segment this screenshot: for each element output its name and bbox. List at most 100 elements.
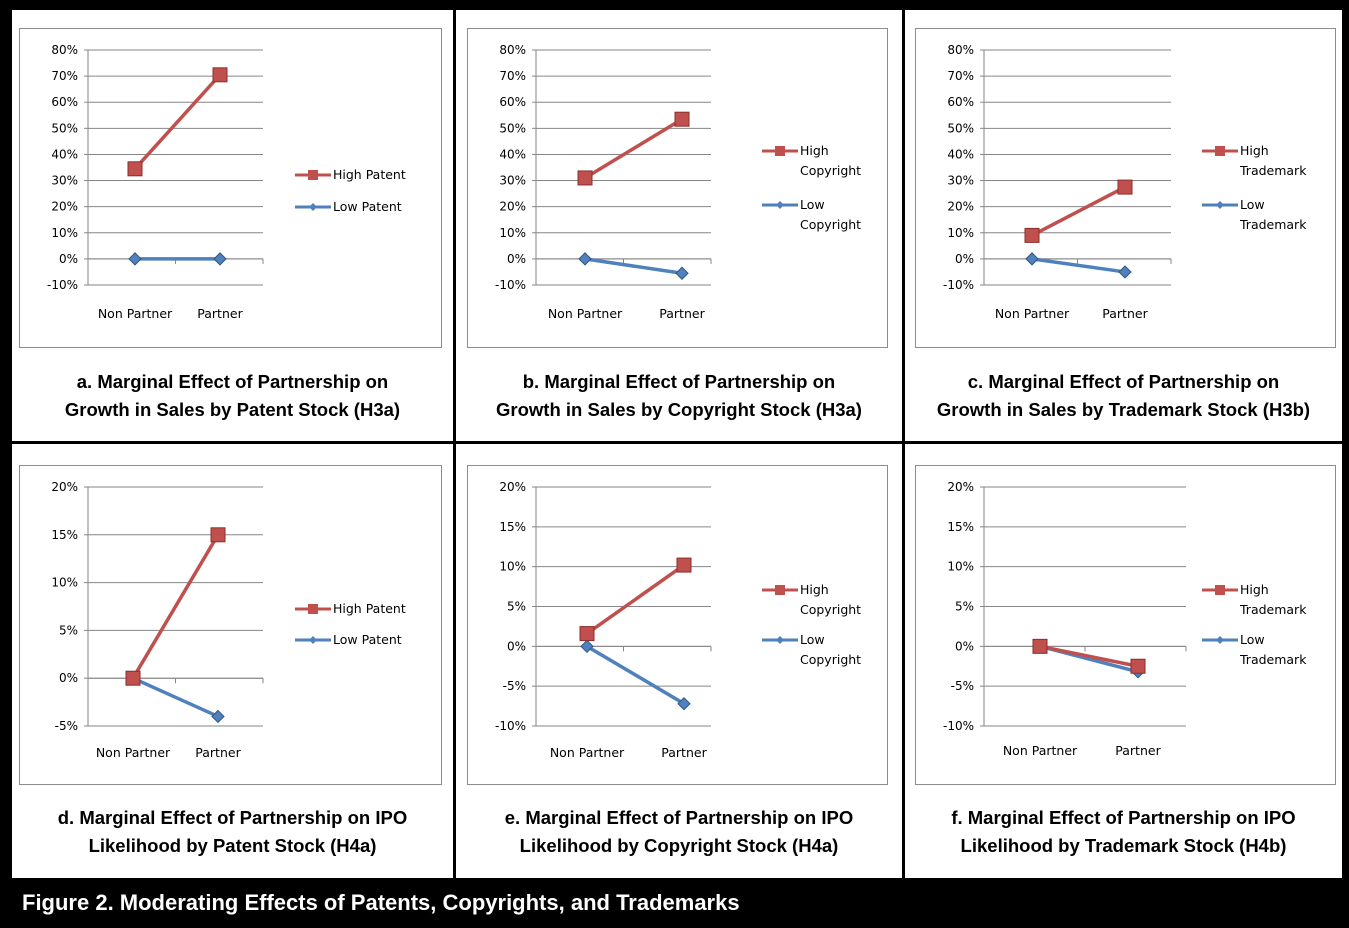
legend-label: Low Trademark bbox=[1239, 197, 1307, 232]
legend-label: Low Copyright bbox=[800, 197, 861, 232]
x-category-label: Partner bbox=[197, 306, 243, 321]
y-tick-label: 5% bbox=[59, 623, 78, 637]
y-tick-label: 0% bbox=[59, 671, 78, 685]
data-point-square bbox=[210, 527, 226, 543]
y-tick-label: 70% bbox=[499, 69, 526, 83]
data-point-square bbox=[674, 111, 690, 127]
series-line bbox=[1038, 644, 1140, 668]
legend-marker bbox=[775, 146, 785, 156]
caption-f-line1: f. Marginal Effect of Partnership on IPO bbox=[951, 807, 1296, 828]
data-point-square bbox=[212, 67, 228, 83]
y-tick-label: 0% bbox=[955, 252, 974, 266]
legend-marker bbox=[1216, 201, 1224, 209]
y-tick-label: 60% bbox=[499, 95, 526, 109]
y-tick-label: -5% bbox=[503, 679, 526, 693]
panel-d: 20% 15% 10% 5% 0% -5% Non Partner Partner High P… bbox=[12, 444, 453, 878]
data-point-diamond bbox=[213, 252, 227, 266]
x-category-label: Partner bbox=[1102, 306, 1148, 321]
y-tick-label: -10% bbox=[47, 278, 78, 292]
y-tick-label: 10% bbox=[499, 226, 526, 240]
legend-marker bbox=[308, 170, 318, 180]
caption-f: f. Marginal Effect of Partnership on IPO… bbox=[905, 804, 1342, 860]
legend-marker bbox=[776, 636, 784, 644]
y-tick-label: 80% bbox=[499, 43, 526, 57]
legend-marker bbox=[775, 585, 785, 595]
series-line bbox=[585, 644, 686, 706]
chart-e-svg: 20% 15% 10% 5% 0% -5% -10% Non Partner Partner Hi… bbox=[495, 480, 861, 760]
y-tick-label: 0% bbox=[59, 252, 78, 266]
y-tick-label: -10% bbox=[943, 719, 974, 733]
x-category-label: Partner bbox=[661, 745, 707, 760]
y-tick-label: -5% bbox=[951, 679, 974, 693]
y-tick-label: 20% bbox=[499, 480, 526, 494]
data-point-square bbox=[1024, 227, 1040, 243]
legend-label: High Copyright bbox=[800, 143, 861, 178]
data-point-square bbox=[579, 626, 595, 642]
y-tick-label: 20% bbox=[947, 200, 974, 214]
data-point-square bbox=[125, 670, 141, 686]
data-point-diamond bbox=[1025, 252, 1039, 266]
legend-marker bbox=[1216, 636, 1224, 644]
chart-f: 20% 15% 10% 5% 0% -5% -10% Non Partner Partner Hi… bbox=[915, 465, 1336, 785]
y-tick-label: 80% bbox=[947, 43, 974, 57]
data-point-diamond bbox=[578, 252, 592, 266]
y-tick-label: 30% bbox=[499, 174, 526, 188]
chart-d-svg: 20% 15% 10% 5% 0% -5% Non Partner Partner High P… bbox=[51, 480, 406, 760]
y-tick-label: 0% bbox=[507, 639, 526, 653]
chart-c-svg: 80% 70% 60% 50% 40% 30% 20% 10% 0% -10% Non Partne… bbox=[943, 43, 1307, 321]
y-tick-label: 5% bbox=[507, 600, 526, 614]
legend-marker bbox=[1215, 146, 1225, 156]
data-point-square bbox=[577, 170, 593, 186]
chart-f-svg: 20% 15% 10% 5% 0% -5% -10% Non Partner Partner Hi… bbox=[943, 480, 1307, 758]
panel-b: 80% 70% 60% 50% 40% 30% 20% 10% 0% -10% Non Partne… bbox=[456, 10, 902, 441]
caption-d: d. Marginal Effect of Partnership on IPO… bbox=[12, 804, 453, 860]
y-tick-label: 15% bbox=[499, 520, 526, 534]
data-point-diamond bbox=[211, 709, 225, 724]
y-tick-label: 40% bbox=[51, 147, 78, 161]
legend-marker bbox=[309, 636, 317, 644]
y-tick-label: 10% bbox=[947, 226, 974, 240]
y-tick-label: -10% bbox=[943, 278, 974, 292]
y-tick-label: 50% bbox=[947, 121, 974, 135]
legend-label: High Patent bbox=[333, 167, 406, 182]
caption-b: b. Marginal Effect of Partnership on Grow… bbox=[456, 368, 902, 424]
series-line bbox=[1030, 185, 1127, 238]
data-point-diamond bbox=[677, 696, 691, 711]
panel-a: 80% 70% 60% 50% 40% 30% 20% 10% 0% -10% Non Partne… bbox=[12, 10, 453, 441]
data-point-square bbox=[1032, 638, 1048, 654]
y-tick-label: 10% bbox=[947, 560, 974, 574]
chart-d: 20% 15% 10% 5% 0% -5% Non Partner Partner High P… bbox=[19, 465, 442, 785]
y-tick-label: 20% bbox=[499, 200, 526, 214]
y-tick-label: 40% bbox=[947, 147, 974, 161]
legend-label: High Trademark bbox=[1239, 582, 1307, 617]
x-category-label: Partner bbox=[195, 745, 241, 760]
x-category-label: Non Partner bbox=[98, 306, 173, 321]
x-category-label: Non Partner bbox=[550, 745, 625, 760]
legend-label: Low Patent bbox=[333, 632, 402, 647]
x-category-label: Non Partner bbox=[1003, 743, 1078, 758]
y-tick-label: 0% bbox=[507, 252, 526, 266]
caption-b-line1: b. Marginal Effect of Partnership on bbox=[522, 371, 836, 392]
y-tick-label: 50% bbox=[499, 121, 526, 135]
caption-e: e. Marginal Effect of Partnership on IPO… bbox=[456, 804, 902, 860]
panel-c: 80% 70% 60% 50% 40% 30% 20% 10% 0% -10% Non Partne… bbox=[905, 10, 1342, 441]
chart-e: 20% 15% 10% 5% 0% -5% -10% Non Partner Partner Hi… bbox=[467, 465, 888, 785]
caption-f-line2: Likelihood by Trademark Stock (H4b) bbox=[960, 835, 1287, 856]
series-line bbox=[131, 533, 220, 680]
y-tick-label: 30% bbox=[947, 174, 974, 188]
y-tick-label: 70% bbox=[51, 69, 78, 83]
series-line bbox=[131, 676, 220, 719]
series-line bbox=[585, 563, 686, 636]
y-tick-label: 70% bbox=[947, 69, 974, 83]
y-tick-label: 10% bbox=[51, 576, 78, 590]
x-category-label: Non Partner bbox=[995, 306, 1070, 321]
chart-b: 80% 70% 60% 50% 40% 30% 20% 10% 0% -10% Non Partne… bbox=[467, 28, 888, 348]
x-category-label: Non Partner bbox=[548, 306, 623, 321]
caption-e-line1: e. Marginal Effect of Partnership on IPO bbox=[504, 807, 854, 828]
caption-a: a. Marginal Effect of Partnership on Grow… bbox=[12, 368, 453, 424]
legend-marker bbox=[1215, 585, 1225, 595]
caption-e-line2: Likelihood by Copyright Stock (H4a) bbox=[519, 835, 839, 856]
panel-f: 20% 15% 10% 5% 0% -5% -10% Non Partner Partner Hi… bbox=[905, 444, 1342, 878]
legend-label: High Patent bbox=[333, 601, 406, 616]
